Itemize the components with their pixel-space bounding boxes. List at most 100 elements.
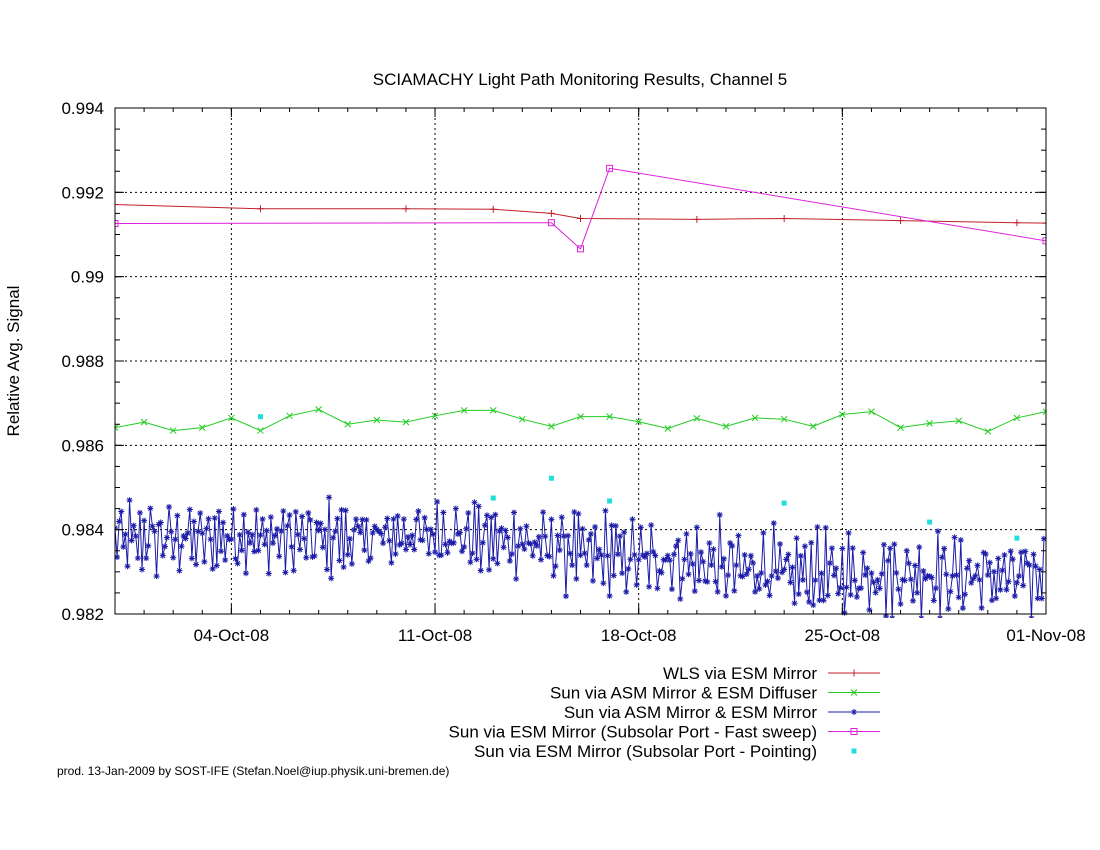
data-point — [607, 498, 613, 504]
data-point — [841, 609, 848, 616]
data-point — [691, 588, 698, 595]
data-point — [286, 512, 293, 519]
data-point — [284, 522, 291, 529]
data-point — [1028, 615, 1035, 618]
data-point — [569, 562, 576, 569]
data-point — [851, 748, 857, 754]
data-point — [313, 519, 320, 526]
data-point — [548, 516, 555, 523]
data-point — [675, 537, 682, 544]
data-point — [421, 514, 428, 521]
data-point — [523, 523, 530, 530]
data-point — [506, 557, 513, 564]
data-point — [785, 551, 792, 558]
y-tick-label: 0.984 — [61, 521, 104, 540]
data-point — [899, 576, 906, 583]
data-point — [932, 585, 939, 592]
data-point — [612, 522, 619, 529]
data-point — [261, 541, 268, 548]
data-point — [409, 532, 416, 539]
data-point — [577, 245, 584, 253]
data-point — [912, 562, 919, 569]
data-point — [463, 525, 470, 532]
data-point — [201, 558, 208, 565]
data-point — [850, 669, 858, 677]
data-point — [851, 709, 857, 715]
data-point — [413, 516, 420, 523]
data-point — [440, 509, 447, 516]
data-point — [256, 205, 264, 213]
data-point — [477, 567, 484, 574]
data-point — [423, 526, 430, 533]
data-point — [677, 595, 684, 602]
data-point — [481, 522, 488, 529]
data-point — [118, 508, 125, 515]
data-point — [425, 550, 432, 557]
data-point — [550, 572, 557, 579]
data-point — [716, 511, 723, 518]
data-point — [700, 558, 707, 565]
series-0 — [115, 201, 1046, 227]
data-point — [319, 544, 326, 551]
data-point — [828, 545, 835, 552]
data-point — [456, 529, 463, 536]
axis-ticks — [115, 107, 1047, 615]
data-point — [714, 588, 721, 595]
data-point — [265, 570, 272, 577]
data-point — [621, 529, 628, 536]
data-point — [820, 597, 827, 604]
data-point — [190, 518, 197, 525]
data-point — [681, 556, 688, 563]
data-point — [115, 220, 119, 228]
data-point — [151, 528, 158, 535]
data-point — [461, 543, 468, 550]
data-point — [835, 590, 842, 597]
data-point — [442, 541, 449, 548]
data-point — [739, 573, 746, 580]
data-point — [818, 570, 825, 577]
data-point — [178, 543, 185, 550]
data-point — [242, 570, 249, 577]
data-point — [693, 414, 701, 422]
y-tick-label: 0.986 — [61, 436, 104, 455]
data-point — [280, 508, 287, 515]
data-point — [240, 511, 247, 518]
data-point — [489, 205, 497, 213]
data-point — [521, 546, 528, 553]
data-point — [247, 539, 254, 546]
data-point — [623, 588, 630, 595]
data-point — [943, 571, 950, 578]
data-point — [783, 556, 790, 563]
data-point — [752, 588, 759, 595]
data-point — [710, 546, 717, 553]
data-point — [1040, 535, 1046, 542]
data-point — [868, 570, 875, 577]
data-point — [997, 586, 1004, 593]
data-point — [359, 516, 366, 523]
data-point — [850, 728, 858, 735]
data-point — [693, 215, 701, 223]
y-tick-labels: 0.982 0.984 0.986 0.988 0.99 0.992 0.994 — [61, 99, 104, 624]
data-point — [307, 517, 314, 524]
y-axis-label: Relative Avg. Signal — [4, 286, 23, 437]
data-point — [745, 566, 752, 573]
data-point — [816, 597, 823, 604]
data-point — [373, 416, 381, 424]
data-point — [508, 550, 515, 557]
data-point — [679, 575, 686, 582]
data-point — [222, 557, 229, 564]
data-point — [937, 615, 944, 618]
data-point — [215, 508, 222, 515]
data-point — [916, 544, 923, 551]
data-point — [305, 509, 312, 516]
data-point — [787, 579, 794, 586]
data-point — [951, 534, 958, 541]
data-point — [797, 552, 804, 559]
data-point — [116, 518, 123, 525]
data-point — [774, 575, 781, 582]
data-point — [631, 551, 638, 558]
data-point — [149, 523, 156, 530]
data-point — [296, 546, 303, 553]
data-point — [554, 532, 561, 539]
data-point — [895, 586, 902, 593]
